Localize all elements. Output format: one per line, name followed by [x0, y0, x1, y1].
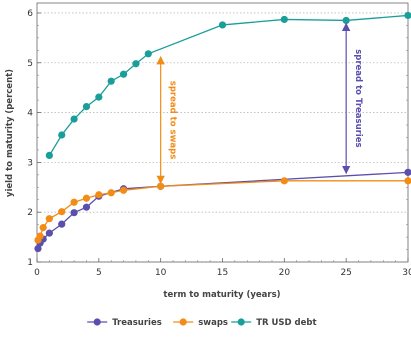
data-point — [218, 21, 227, 29]
annotation-label: spread to swaps — [168, 81, 178, 160]
data-point — [342, 16, 350, 25]
legend-label: Treasuries — [112, 318, 162, 328]
series — [34, 11, 411, 253]
x-tick-label: 20 — [279, 268, 291, 278]
y-axis-title: yield to maturity (percent) — [5, 69, 15, 197]
data-point — [58, 220, 66, 228]
spread-to-swaps-annotation: spread to swaps — [156, 55, 178, 185]
data-point — [70, 198, 78, 206]
y-tick-label: 6 — [27, 9, 33, 19]
data-point — [45, 151, 53, 160]
data-point — [34, 244, 42, 253]
data-point — [107, 77, 115, 85]
data-point — [70, 209, 78, 217]
annotations: spread to swaps spread to Treasuries — [156, 22, 363, 185]
y-tick-label: 5 — [27, 59, 33, 69]
grid — [37, 12, 408, 263]
y-tick-label: 3 — [27, 158, 33, 168]
data-point — [107, 189, 115, 197]
data-point — [36, 232, 44, 240]
data-point — [58, 208, 66, 216]
data-point — [404, 177, 411, 185]
y-tick-label: 4 — [27, 109, 33, 119]
data-point — [82, 194, 91, 202]
data-point — [119, 186, 128, 194]
series-tr-usd-debt — [45, 11, 411, 160]
data-point — [70, 115, 78, 123]
series-line — [37, 180, 408, 241]
legend-marker — [179, 318, 187, 326]
plot-frame — [36, 2, 409, 263]
legend-item-tr-usd-debt: TR USD debt — [231, 318, 317, 328]
data-point — [280, 177, 288, 185]
data-point — [404, 11, 411, 20]
x-tick-label: 0 — [34, 268, 40, 278]
data-point — [82, 103, 91, 111]
data-point — [82, 203, 91, 211]
legend-marker — [93, 318, 101, 326]
data-point — [404, 168, 411, 176]
legend-label: TR USD debt — [256, 318, 316, 328]
x-tick-label: 25 — [340, 268, 351, 278]
spread-to-treasuries-annotation: spread to Treasuries — [341, 22, 363, 175]
data-point — [119, 70, 128, 78]
x-tick-label: 5 — [96, 268, 102, 278]
y-tick-label: 2 — [27, 208, 33, 218]
x-tick-label: 15 — [217, 268, 228, 278]
series-swaps — [34, 177, 411, 244]
data-point — [144, 50, 152, 58]
legend-item-swaps: swaps — [173, 318, 228, 328]
annotation-label: spread to Treasuries — [353, 49, 363, 147]
legend: Treasuries swaps TR USD debt — [87, 318, 317, 328]
x-tick-label: 30 — [402, 268, 411, 278]
x-axis-title: term to maturity (years) — [163, 290, 280, 300]
legend-label: swaps — [198, 318, 228, 328]
data-point — [58, 131, 66, 139]
legend-item-treasuries: Treasuries — [87, 318, 162, 328]
data-point — [45, 215, 53, 223]
y-tick-label: 1 — [27, 258, 33, 268]
legend-marker — [237, 318, 245, 326]
data-point — [45, 229, 53, 237]
data-point — [95, 191, 103, 199]
data-point — [280, 15, 288, 24]
data-point — [39, 224, 47, 232]
data-point — [95, 93, 103, 101]
x-tick-label: 10 — [155, 268, 167, 278]
data-point — [132, 60, 140, 68]
data-point — [157, 182, 165, 190]
